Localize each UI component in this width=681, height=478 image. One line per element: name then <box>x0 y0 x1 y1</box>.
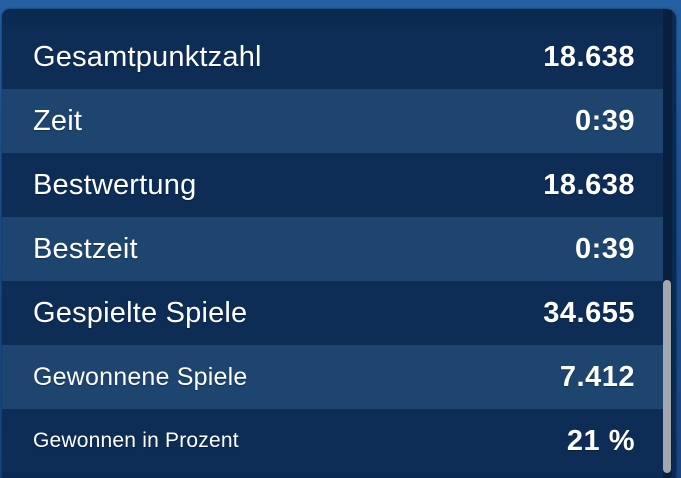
stat-value: 18.638 <box>543 168 635 201</box>
stat-value: 34.655 <box>543 296 635 329</box>
stat-value: 0:39 <box>574 232 635 265</box>
stat-label: Gesamtpunktzahl <box>33 40 262 73</box>
stat-label: Bestzeit <box>33 232 138 265</box>
stat-row-win-percentage: Gewonnen in Prozent 21 % <box>2 409 663 473</box>
scrollbar-thumb[interactable] <box>663 280 671 473</box>
statistics-panel: Gesamtpunktzahl 18.638 Zeit 0:39 Bestwer… <box>2 9 676 478</box>
stat-value: 21 % <box>566 424 635 457</box>
statistics-list: Gesamtpunktzahl 18.638 Zeit 0:39 Bestwer… <box>2 25 663 473</box>
stat-label: Gewonnen in Prozent <box>33 429 239 452</box>
stat-row-games-played: Gespielte Spiele 34.655 <box>2 281 663 345</box>
stat-label: Gespielte Spiele <box>33 296 248 329</box>
stat-value: 7.412 <box>559 360 635 393</box>
stat-row-best-score: Bestwertung 18.638 <box>2 153 663 217</box>
scrollbar-track[interactable] <box>663 9 672 478</box>
stat-row-games-won: Gewonnene Spiele 7.412 <box>2 345 663 409</box>
stat-value: 0:39 <box>574 104 635 137</box>
stat-label: Gewonnene Spiele <box>33 362 248 391</box>
stat-row-best-time: Bestzeit 0:39 <box>2 217 663 281</box>
stat-label: Zeit <box>33 104 83 137</box>
stat-row-total-score: Gesamtpunktzahl 18.638 <box>2 25 663 89</box>
stat-label: Bestwertung <box>33 168 197 201</box>
stat-value: 18.638 <box>543 40 635 73</box>
stat-row-time: Zeit 0:39 <box>2 89 663 153</box>
